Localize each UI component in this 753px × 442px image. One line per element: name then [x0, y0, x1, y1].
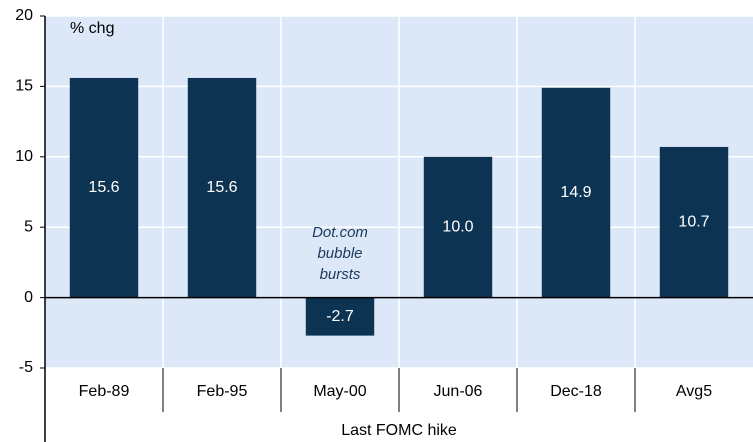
- bar: [305, 297, 375, 336]
- data-label: 15.6: [88, 179, 119, 196]
- annotation: bubble: [317, 245, 362, 262]
- x-tick-label: Feb-95: [197, 383, 248, 400]
- y-tick-label: 20: [15, 7, 33, 24]
- annotation: bursts: [320, 266, 361, 283]
- y-tick-label: 10: [15, 148, 33, 165]
- y-axis-label: % chg: [70, 20, 114, 37]
- bar: [541, 87, 611, 298]
- x-tick-label: Feb-89: [79, 383, 130, 400]
- y-tick-label: 0: [24, 289, 33, 306]
- y-tick-label: -5: [19, 359, 33, 376]
- data-label: 10.7: [678, 213, 709, 230]
- data-label: 15.6: [206, 179, 237, 196]
- x-tick-label: Jun-06: [434, 383, 483, 400]
- y-tick-label: 15: [15, 78, 33, 95]
- x-tick-label: May-00: [313, 383, 366, 400]
- data-label: 14.9: [560, 184, 591, 201]
- bar: [659, 146, 729, 298]
- bar: [69, 77, 139, 298]
- data-label: 10.0: [442, 218, 473, 235]
- bar: [423, 156, 493, 298]
- x-tick-label: Dec-18: [550, 383, 602, 400]
- x-tick-label: Avg5: [676, 383, 712, 400]
- data-label: -2.7: [326, 308, 354, 325]
- y-tick-label: 5: [24, 218, 33, 235]
- annotation: Dot.com: [312, 224, 368, 241]
- x-axis-label: Last FOMC hike: [341, 422, 457, 439]
- bar: [187, 77, 257, 298]
